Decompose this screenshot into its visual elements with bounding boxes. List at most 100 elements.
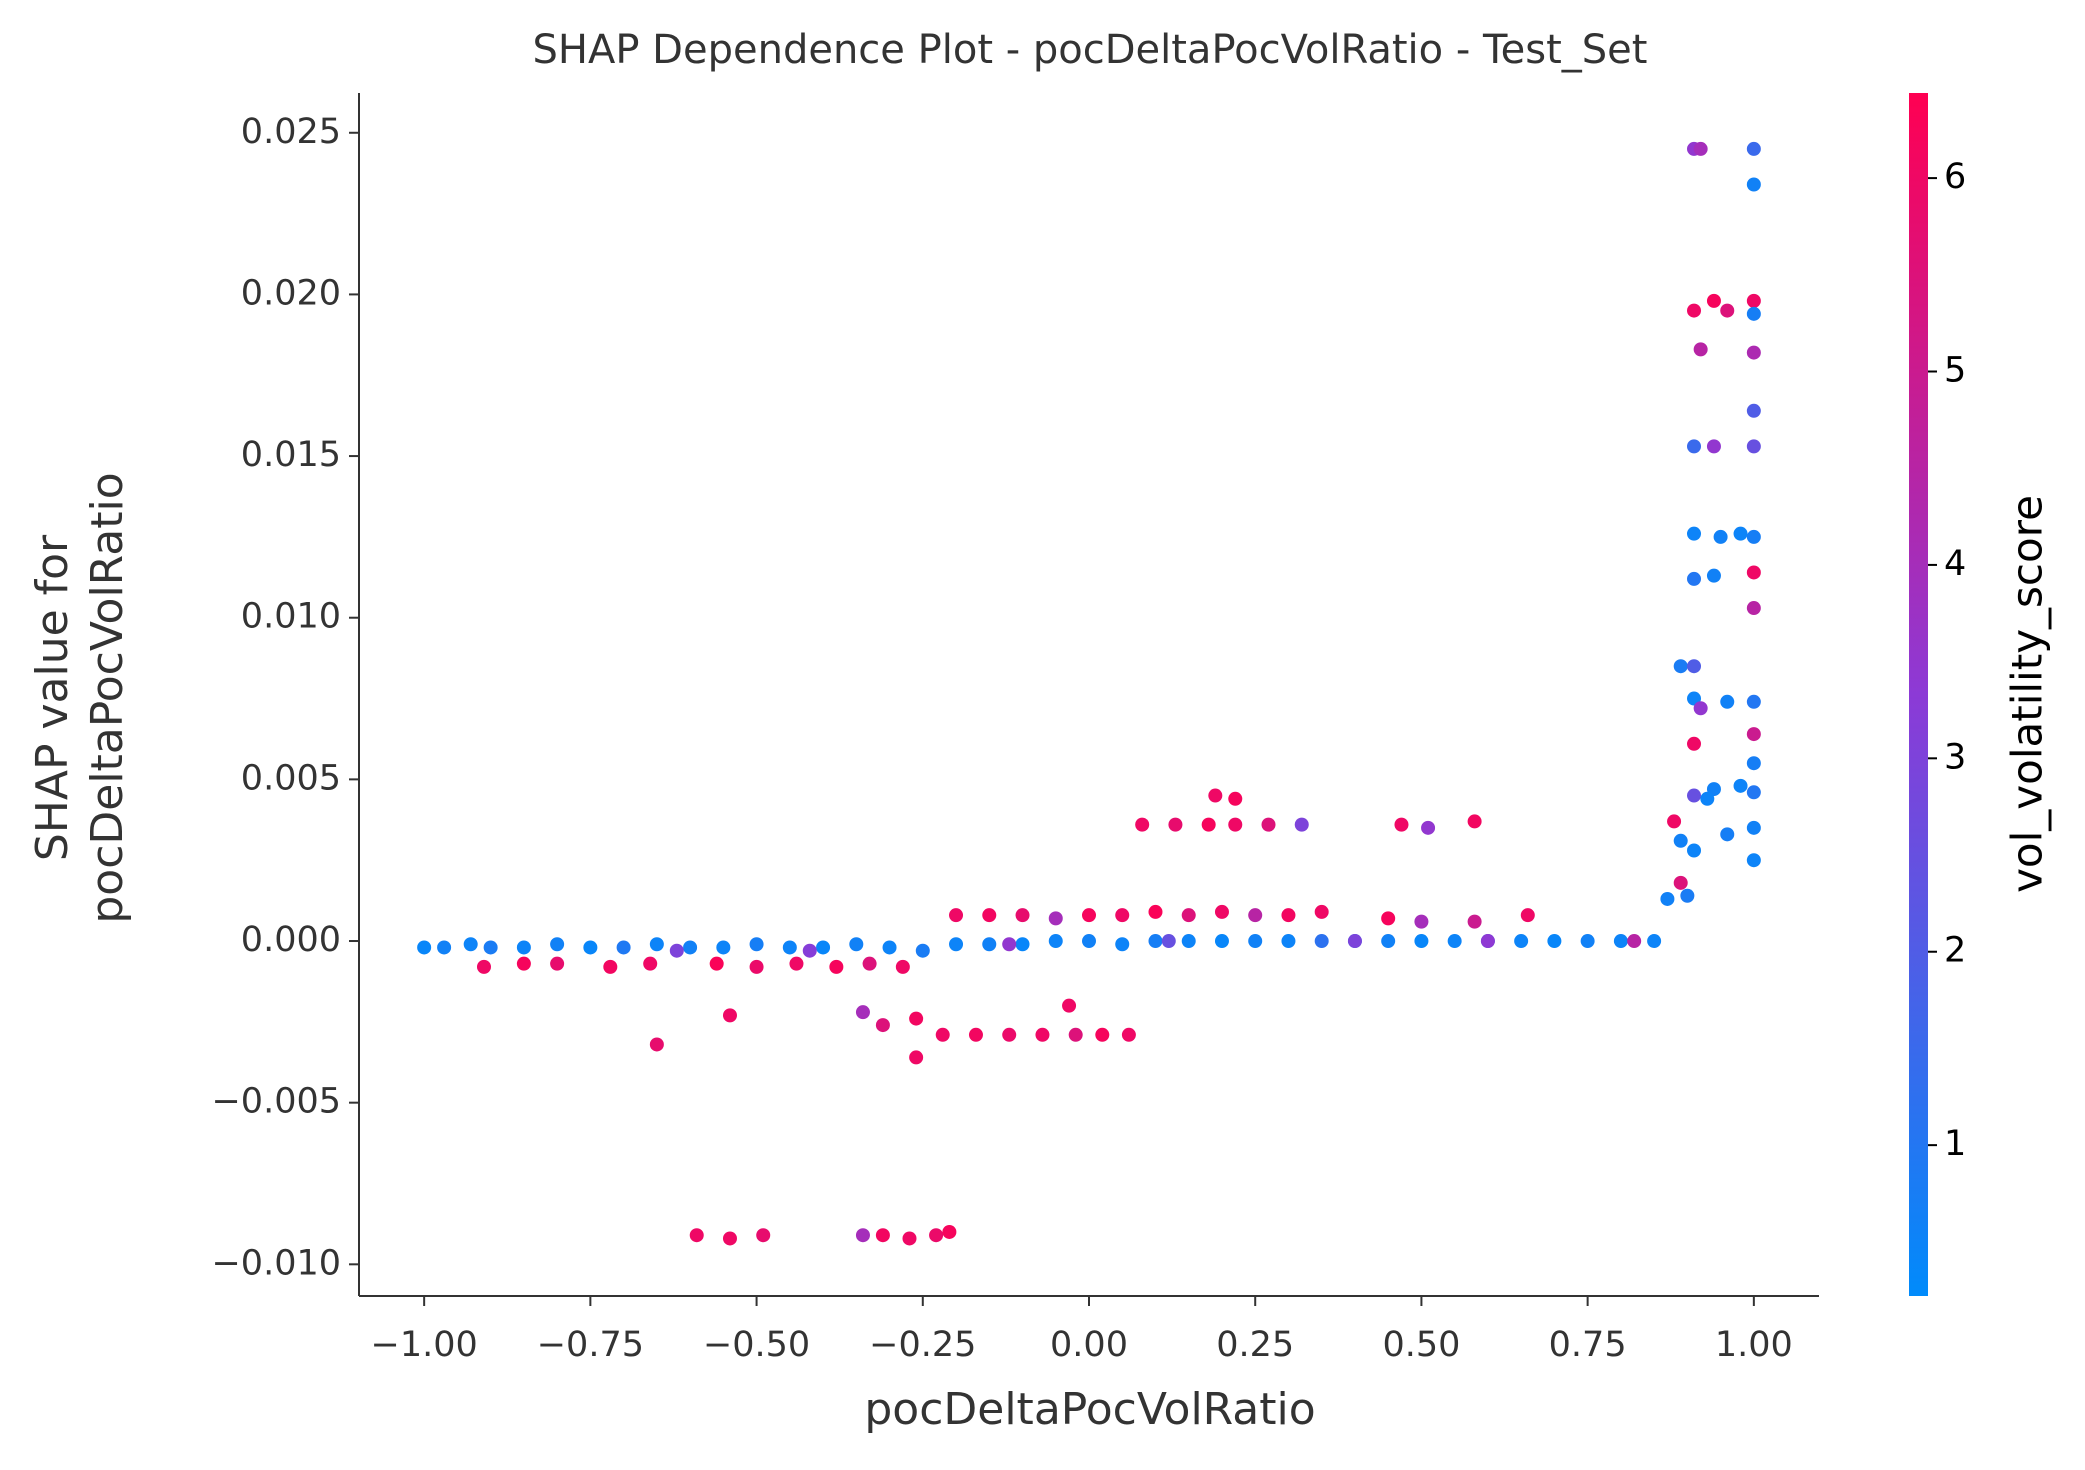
- point: [417, 940, 432, 955]
- point: [550, 937, 565, 952]
- point: [1733, 526, 1748, 541]
- point: [1148, 904, 1163, 919]
- point: [1115, 937, 1130, 952]
- point: [1248, 934, 1263, 949]
- y-tick-label: 0.005: [241, 758, 341, 798]
- point: [756, 1228, 771, 1243]
- point: [1095, 1027, 1110, 1042]
- point: [1746, 177, 1761, 192]
- point: [1693, 701, 1708, 716]
- point: [1746, 345, 1761, 360]
- colorbar-tick-label: 5: [1944, 351, 1966, 391]
- point: [1414, 934, 1429, 949]
- point: [1248, 908, 1263, 923]
- point: [1294, 817, 1309, 832]
- x-tick-label: 0.00: [1050, 1325, 1128, 1365]
- point: [829, 959, 844, 974]
- x-tick-label: −0.50: [703, 1325, 810, 1365]
- point: [1048, 934, 1063, 949]
- point: [643, 956, 658, 971]
- colorbar-tick-label: 4: [1944, 544, 1966, 584]
- point: [669, 943, 684, 958]
- point: [789, 956, 804, 971]
- point: [1121, 1027, 1136, 1042]
- point: [1746, 565, 1761, 580]
- point: [1208, 788, 1223, 803]
- point: [968, 1027, 983, 1042]
- point: [1720, 694, 1735, 709]
- point: [1314, 904, 1329, 919]
- x-tick-label: 0.25: [1216, 1325, 1294, 1365]
- point: [1421, 820, 1436, 835]
- point: [862, 956, 877, 971]
- point: [516, 940, 531, 955]
- point: [716, 940, 731, 955]
- point: [476, 959, 491, 974]
- colorbar-tick-label: 2: [1944, 931, 1966, 971]
- point: [1687, 303, 1702, 318]
- point: [909, 1011, 924, 1026]
- point: [1261, 817, 1276, 832]
- point: [1746, 727, 1761, 742]
- point: [1514, 934, 1529, 949]
- point: [1228, 817, 1243, 832]
- point: [935, 1027, 950, 1042]
- point: [1068, 1027, 1083, 1042]
- point: [1680, 888, 1695, 903]
- point: [1746, 306, 1761, 321]
- point: [437, 940, 452, 955]
- point: [1135, 817, 1150, 832]
- point: [483, 940, 498, 955]
- point: [949, 937, 964, 952]
- point: [1015, 937, 1030, 952]
- point: [1706, 439, 1721, 454]
- point: [709, 956, 724, 971]
- point: [516, 956, 531, 971]
- point: [875, 1018, 890, 1033]
- point: [1733, 778, 1748, 793]
- chart-title: SHAP Dependence Plot - pocDeltaPocVolRat…: [533, 27, 1648, 73]
- point: [1347, 934, 1362, 949]
- point: [902, 1231, 917, 1246]
- point: [875, 1228, 890, 1243]
- point: [1381, 934, 1396, 949]
- point: [1082, 934, 1096, 949]
- point: [1281, 908, 1296, 923]
- point: [1746, 694, 1761, 709]
- point: [1214, 904, 1229, 919]
- point: [1687, 659, 1702, 674]
- point: [915, 943, 930, 958]
- y-tick-label: 0.015: [241, 435, 341, 475]
- point: [895, 959, 910, 974]
- point: [1547, 934, 1562, 949]
- point: [1713, 529, 1728, 544]
- point: [1181, 908, 1196, 923]
- point: [1687, 571, 1702, 586]
- point: [1002, 937, 1017, 952]
- point: [1693, 342, 1708, 357]
- point: [1394, 817, 1409, 832]
- y-tick-label: 0.020: [241, 273, 341, 313]
- y-axis-label: SHAP value for: [27, 534, 78, 861]
- point: [649, 1037, 664, 1052]
- point: [1161, 934, 1176, 949]
- colorbar-label: vol_volatility_score: [2003, 495, 2052, 893]
- point: [603, 959, 618, 974]
- y-axis-label: pocDeltaPocVolRatio: [82, 472, 133, 923]
- point: [1746, 785, 1761, 800]
- point: [1314, 934, 1329, 949]
- point: [1673, 875, 1688, 890]
- point: [749, 937, 764, 952]
- x-tick-label: −0.75: [537, 1325, 644, 1365]
- point: [1062, 998, 1077, 1013]
- point: [1613, 934, 1628, 949]
- colorbar-tick-label: 6: [1944, 157, 1966, 197]
- point: [1746, 439, 1761, 454]
- point: [1746, 403, 1761, 418]
- point: [722, 1231, 737, 1246]
- point: [949, 908, 964, 923]
- y-tick-label: 0.010: [241, 597, 341, 637]
- point: [1667, 814, 1682, 829]
- point: [1687, 843, 1702, 858]
- point: [550, 956, 565, 971]
